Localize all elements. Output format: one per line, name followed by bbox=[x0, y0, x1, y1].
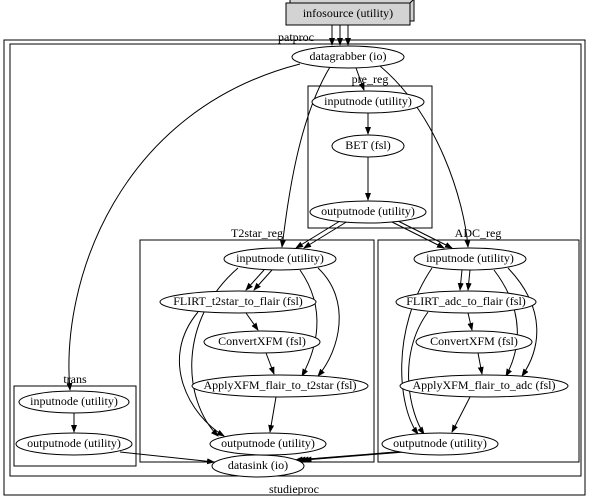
node-label-t2_in: inputnode (utility) bbox=[236, 251, 324, 265]
node-apply_adc: ApplyXFM_flair_to_adc (fsl) bbox=[400, 375, 568, 397]
edge-t2_in-apply_t2 bbox=[318, 268, 339, 376]
node-t2_out: outputnode (utility) bbox=[210, 433, 326, 455]
node-datasink: datasink (io) bbox=[212, 455, 304, 477]
node-label-datasink: datasink (io) bbox=[228, 458, 288, 472]
edge-convert_adc-apply_adc bbox=[478, 353, 482, 374]
node-label-adc_out: outputnode (utility) bbox=[393, 436, 487, 450]
edge-apply_t2-t2_out bbox=[270, 397, 276, 432]
cluster-label-ADC_reg: ADC_reg bbox=[455, 226, 502, 240]
edge-pre_out-t2_in-1 bbox=[304, 221, 348, 248]
edge-pre_out-adc_in-0 bbox=[390, 221, 444, 248]
edge-adc_in-flirt_adc-0 bbox=[460, 270, 462, 290]
node-adc_in: inputnode (utility) bbox=[414, 248, 526, 270]
cluster-label-studieproc: studieproc bbox=[269, 482, 319, 496]
node-label-convert_adc: ConvertXFM (fsl) bbox=[430, 334, 518, 348]
edge-flirt_t2-t2_out bbox=[179, 312, 224, 436]
node-infosource: infosource (utility) bbox=[286, 0, 414, 25]
node-label-trans_out: outputnode (utility) bbox=[27, 436, 121, 450]
node-pre_in: inputnode (utility) bbox=[312, 91, 424, 113]
node-pre_out: outputnode (utility) bbox=[310, 201, 426, 223]
node-bet: BET (fsl) bbox=[332, 135, 404, 157]
node-convert_adc: ConvertXFM (fsl) bbox=[416, 331, 532, 353]
node-flirt_adc: FLIRT_adc_to_flair (fsl) bbox=[396, 291, 536, 313]
cluster-label-trans: trans bbox=[63, 372, 87, 386]
edge-apply_adc-adc_out bbox=[452, 397, 470, 432]
node-label-pre_in: inputnode (utility) bbox=[324, 94, 412, 108]
edge-convert_t2-apply_t2 bbox=[266, 353, 274, 374]
node-trans_out: outputnode (utility) bbox=[16, 433, 132, 455]
edge-t2_in-flirt_t2-1 bbox=[254, 270, 272, 290]
edge-adc_in-flirt_adc-1 bbox=[468, 270, 470, 290]
node-trans_in: inputnode (utility) bbox=[19, 391, 129, 413]
node-adc_out: outputnode (utility) bbox=[382, 433, 498, 455]
cluster-label-pre_reg: pre_reg bbox=[352, 72, 389, 86]
node-label-t2_out: outputnode (utility) bbox=[221, 436, 315, 450]
node-label-trans_in: inputnode (utility) bbox=[30, 394, 118, 408]
node-label-pre_out: outputnode (utility) bbox=[321, 204, 415, 218]
edge-pre_out-adc_in-1 bbox=[398, 221, 452, 248]
edge-flirt_t2-convert_t2 bbox=[246, 313, 258, 330]
node-label-infosource: infosource (utility) bbox=[303, 6, 393, 20]
node-label-adc_in: inputnode (utility) bbox=[426, 251, 514, 265]
edge-datagrabber-t2_in bbox=[282, 67, 330, 247]
node-label-convert_t2: ConvertXFM (fsl) bbox=[218, 334, 306, 348]
edge-adc_out-datasink-3 bbox=[305, 452, 405, 460]
edge-flirt_adc-convert_adc bbox=[468, 313, 472, 330]
edge-pre_out-t2_in-0 bbox=[296, 221, 340, 248]
node-convert_t2: ConvertXFM (fsl) bbox=[204, 331, 320, 353]
node-label-flirt_adc: FLIRT_adc_to_flair (fsl) bbox=[406, 294, 526, 308]
node-label-datagrabber: datagrabber (io) bbox=[310, 49, 387, 63]
cluster-label-T2star_reg: T2star_reg bbox=[231, 226, 283, 240]
node-label-apply_adc: ApplyXFM_flair_to_adc (fsl) bbox=[413, 378, 556, 392]
edge-t2_in-flirt_t2-0 bbox=[246, 270, 264, 290]
node-label-apply_t2: ApplyXFM_flair_to_t2star (fsl) bbox=[204, 378, 357, 392]
edge-trans_out-datasink bbox=[120, 452, 214, 462]
node-label-flirt_t2: FLIRT_t2star_to_flair (fsl) bbox=[173, 294, 303, 308]
edge-flirt_adc-adc_out bbox=[409, 312, 428, 434]
edge-adc_in-apply_adc bbox=[508, 268, 537, 376]
node-t2_in: inputnode (utility) bbox=[224, 248, 336, 270]
node-flirt_t2: FLIRT_t2star_to_flair (fsl) bbox=[160, 291, 316, 313]
node-apply_t2: ApplyXFM_flair_to_t2star (fsl) bbox=[192, 375, 368, 397]
node-datagrabber: datagrabber (io) bbox=[292, 46, 404, 68]
edge-adc_in-apply_adc bbox=[494, 270, 517, 376]
node-label-bet: BET (fsl) bbox=[345, 138, 390, 152]
edge-t2_in-apply_t2 bbox=[300, 270, 317, 376]
cluster-label-patproc: patproc bbox=[278, 30, 314, 44]
